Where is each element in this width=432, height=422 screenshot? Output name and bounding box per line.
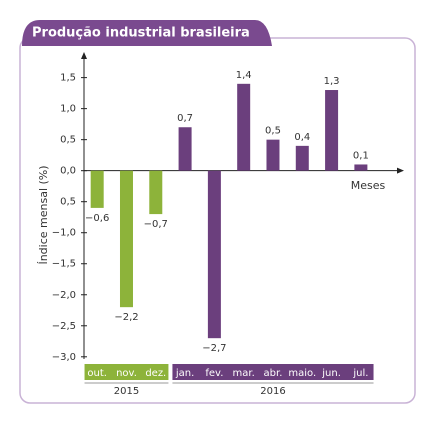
x-tick-label: nov. [116,368,137,379]
y-tick-label: 1,0 [60,104,76,115]
category-box [172,364,374,380]
value-label: 1,3 [324,76,340,87]
y-tick-label: −3,0 [52,352,76,363]
legend-label: 2016 [260,386,285,397]
y-tick-label: −2,0 [52,290,76,301]
bar [149,170,163,215]
bar [325,90,339,171]
bar [237,83,251,171]
y-tick-label: 1,5 [60,73,76,84]
x-tick-label: maio. [288,368,316,379]
x-axis-arrow [397,167,404,174]
chart-title: Produção industrial brasileira [32,26,250,41]
x-tick-label: abr. [264,368,283,379]
value-label: 0,5 [265,126,281,137]
bar [119,170,133,308]
bar [178,127,192,171]
value-label: −2,2 [114,312,138,323]
value-label: 0,7 [177,113,193,124]
y-tick-label: −1,0 [52,228,76,239]
value-label: −2,7 [202,343,226,354]
value-label: 1,4 [236,70,252,81]
value-label: 0,1 [353,150,369,161]
title-banner [22,20,272,46]
y-axis-label: Índice mensal (%) [37,165,50,264]
x-tick-label: jul. [352,368,368,379]
x-tick-label: jun. [321,368,341,379]
bar [295,145,309,171]
value-label: 0,4 [294,132,310,143]
x-tick-label: out. [87,368,107,379]
legend-label: 2015 [114,386,139,397]
x-tick-label: mar. [233,368,255,379]
x-tick-label: fev. [205,368,223,379]
bar [266,139,280,171]
x-tick-label: jan. [175,368,194,379]
y-axis-arrow [81,52,87,59]
bar [90,170,104,208]
x-axis-label: Meses [351,179,386,192]
y-tick-label: 0,0 [60,166,76,177]
x-tick-label: dez. [145,368,166,379]
value-label: −0,6 [85,213,109,224]
y-tick-label: 0,5 [60,197,76,208]
y-tick-label: −2,5 [52,321,76,332]
value-label: −0,7 [144,219,168,230]
bar [207,170,221,339]
bar [354,164,368,171]
y-tick-label: 0,5 [60,135,76,146]
category-box [84,364,169,380]
y-tick-label: −1,5 [52,259,76,270]
